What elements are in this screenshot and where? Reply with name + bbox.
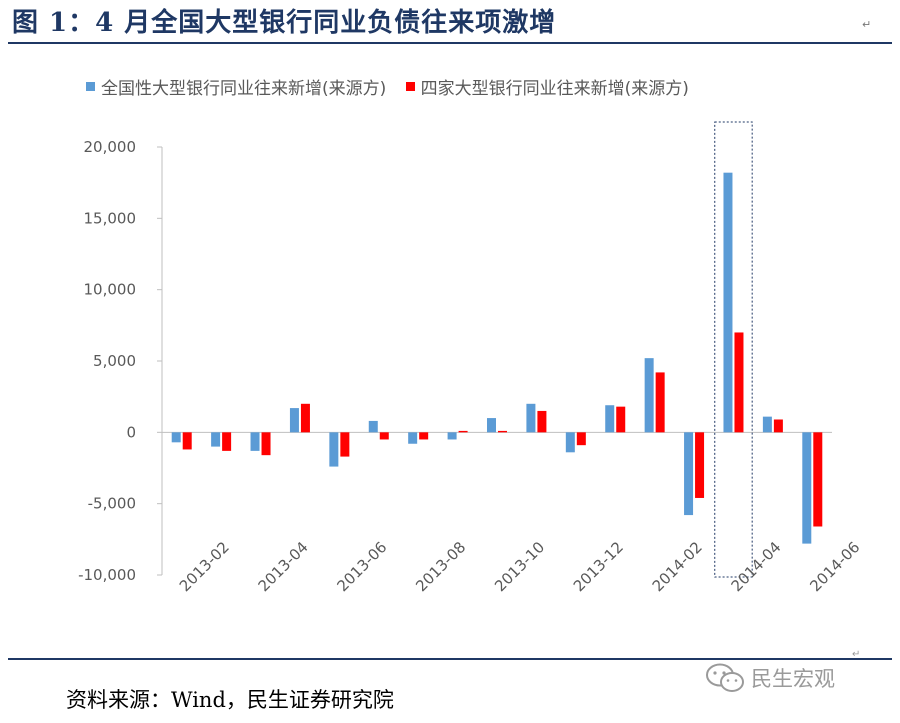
legend-swatch-blue: [86, 82, 95, 91]
x-tick-label: 2013-06: [333, 538, 390, 595]
bar-big-four: [300, 403, 310, 433]
wechat-icon: [706, 663, 744, 692]
legend-item-big-four: 四家大型银行同业往来新增(来源方): [405, 74, 689, 99]
x-tick-label: 2013-12: [570, 538, 627, 595]
bar-national: [565, 432, 575, 453]
bar-big-four: [537, 410, 547, 433]
bar-big-four: [340, 432, 350, 457]
watermark: 民生宏观: [705, 662, 835, 694]
bar-national: [487, 418, 496, 433]
title-rule: [8, 42, 892, 44]
legend-label-national: 全国性大型银行同业往来新增(来源方): [101, 79, 387, 99]
bar-big-four: [695, 432, 705, 498]
bar-big-four: [419, 432, 429, 440]
bar-national: [211, 432, 221, 447]
y-tick-label: 10,000: [84, 281, 137, 299]
bar-national: [684, 432, 694, 516]
x-tick-label: 2013-04: [255, 538, 312, 595]
chart-legend: 全国性大型银行同业往来新增(来源方) 四家大型银行同业往来新增(来源方): [86, 74, 703, 99]
bar-big-four: [734, 332, 744, 433]
y-tick-label: -5,000: [88, 495, 136, 513]
bar-national: [526, 403, 536, 433]
bar-big-four: [261, 432, 271, 456]
y-tick-label: 15,000: [84, 209, 137, 227]
source-rule: [8, 658, 892, 660]
bar-big-four: [576, 432, 586, 446]
source-note: 资料来源：Wind，民生证券研究院: [66, 688, 394, 712]
x-tick-label: 2014-02: [649, 538, 706, 595]
legend-item-national: 全国性大型银行同业往来新增(来源方): [86, 74, 386, 99]
bar-national: [723, 172, 733, 433]
x-tick-label: 2014-06: [806, 538, 863, 595]
y-tick-label: -10,000: [78, 566, 136, 584]
bar-big-four: [379, 432, 389, 440]
watermark-text: 民生宏观: [751, 667, 835, 691]
y-tick-label: 5,000: [93, 352, 136, 370]
bar-national: [802, 432, 812, 544]
bar-big-four: [498, 430, 507, 433]
legend-label-big-four: 四家大型银行同业往来新增(来源方): [420, 79, 689, 99]
bar-big-four: [773, 419, 783, 433]
bar-national: [329, 432, 339, 467]
bar-national: [762, 416, 772, 433]
legend-swatch-red: [405, 82, 415, 91]
x-tick-label: 2013-10: [491, 538, 548, 595]
bar-big-four: [655, 372, 665, 433]
bar-national: [289, 408, 299, 433]
return-mark-icon: ↵: [862, 18, 872, 31]
x-tick-label: 2013-02: [176, 538, 233, 595]
y-tick-label: 20,000: [84, 138, 137, 156]
bar-big-four: [458, 430, 468, 433]
bar-national: [605, 405, 615, 433]
y-tick-label: 0: [126, 423, 136, 441]
bar-national: [171, 432, 181, 443]
bar-big-four: [182, 432, 192, 450]
bar-national: [408, 432, 418, 444]
bar-big-four: [222, 432, 232, 451]
bar-national: [250, 432, 260, 451]
bar-national: [447, 432, 457, 440]
bar-national: [368, 420, 378, 433]
x-tick-label: 2013-08: [412, 538, 469, 595]
x-tick-label: 2014-04: [728, 538, 785, 595]
bar-big-four: [813, 432, 823, 527]
highlight-box: [714, 121, 753, 578]
bar-national: [644, 358, 654, 433]
bar-big-four: [616, 406, 626, 433]
figure-title: 图 1：4 月全国大型银行同业负债往来项激增: [12, 8, 557, 38]
end-mark-icon: ↵: [852, 649, 861, 660]
